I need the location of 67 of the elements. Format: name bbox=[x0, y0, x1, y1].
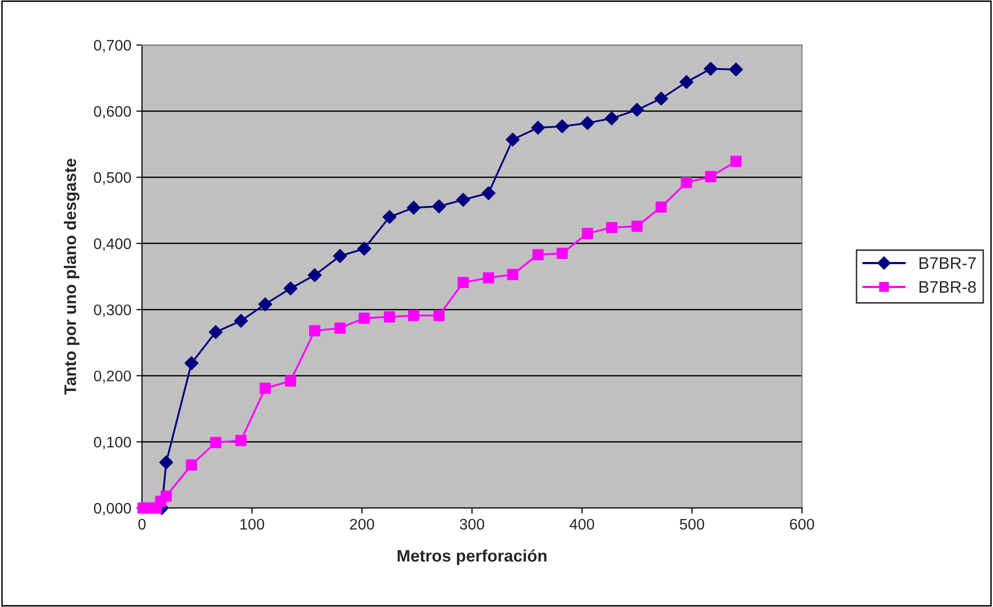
point bbox=[234, 314, 248, 328]
point bbox=[654, 92, 668, 106]
point bbox=[284, 375, 296, 387]
point bbox=[235, 434, 247, 446]
point bbox=[184, 356, 198, 370]
point bbox=[507, 268, 518, 280]
y-tick-label: 0,000 bbox=[94, 502, 131, 516]
point bbox=[680, 176, 692, 188]
point bbox=[555, 119, 570, 134]
y-tick-label: 0,400 bbox=[94, 238, 131, 251]
point bbox=[284, 282, 298, 296]
point bbox=[705, 171, 716, 182]
x-tick-label: 600 bbox=[790, 518, 814, 530]
point bbox=[556, 248, 568, 259]
point bbox=[532, 249, 544, 260]
point bbox=[580, 116, 594, 130]
y-axis-title: Tanto por uno plano desgaste bbox=[64, 158, 80, 395]
point bbox=[482, 186, 496, 200]
point bbox=[506, 132, 520, 146]
point bbox=[384, 311, 396, 322]
y-tick-label: 0,600 bbox=[94, 106, 131, 119]
point bbox=[729, 62, 743, 76]
point bbox=[604, 112, 619, 126]
point bbox=[456, 192, 470, 207]
point bbox=[159, 455, 174, 470]
point bbox=[357, 242, 372, 256]
point bbox=[210, 436, 222, 448]
point bbox=[531, 120, 545, 135]
point bbox=[309, 325, 320, 336]
point bbox=[382, 210, 396, 224]
legend-label: B7BR-7 bbox=[920, 257, 976, 269]
point bbox=[631, 220, 643, 232]
point bbox=[433, 310, 445, 322]
point bbox=[308, 268, 322, 282]
point bbox=[208, 325, 223, 339]
point bbox=[730, 156, 742, 168]
point bbox=[186, 459, 198, 471]
point bbox=[334, 322, 346, 334]
y-tick-label: 0,500 bbox=[94, 172, 131, 185]
point bbox=[680, 75, 694, 89]
x-tick-label: 100 bbox=[240, 518, 264, 530]
point bbox=[260, 382, 271, 394]
x-tick-label: 200 bbox=[350, 518, 374, 530]
point bbox=[704, 62, 718, 76]
point bbox=[408, 310, 420, 322]
point bbox=[606, 222, 618, 234]
point bbox=[458, 276, 469, 288]
x-tick-label: 0 bbox=[138, 518, 146, 530]
point bbox=[333, 249, 347, 263]
legend-label: B7BR-8 bbox=[920, 281, 976, 293]
point bbox=[482, 272, 494, 284]
point bbox=[582, 228, 594, 240]
x-tick-label: 400 bbox=[570, 518, 594, 530]
point bbox=[432, 199, 446, 214]
point bbox=[258, 297, 272, 312]
point bbox=[358, 312, 370, 324]
x-axis-title: Metros perforación bbox=[398, 549, 546, 566]
point bbox=[160, 490, 172, 502]
point bbox=[656, 201, 667, 213]
y-tick-label: 0,700 bbox=[94, 40, 131, 52]
y-tick-label: 0,200 bbox=[94, 370, 131, 384]
y-tick-label: 0,100 bbox=[94, 436, 131, 450]
x-tick-label: 500 bbox=[680, 518, 704, 530]
y-tick-label: 0,300 bbox=[94, 304, 131, 318]
point bbox=[630, 102, 644, 117]
point bbox=[406, 200, 421, 215]
x-tick-label: 300 bbox=[460, 518, 484, 530]
